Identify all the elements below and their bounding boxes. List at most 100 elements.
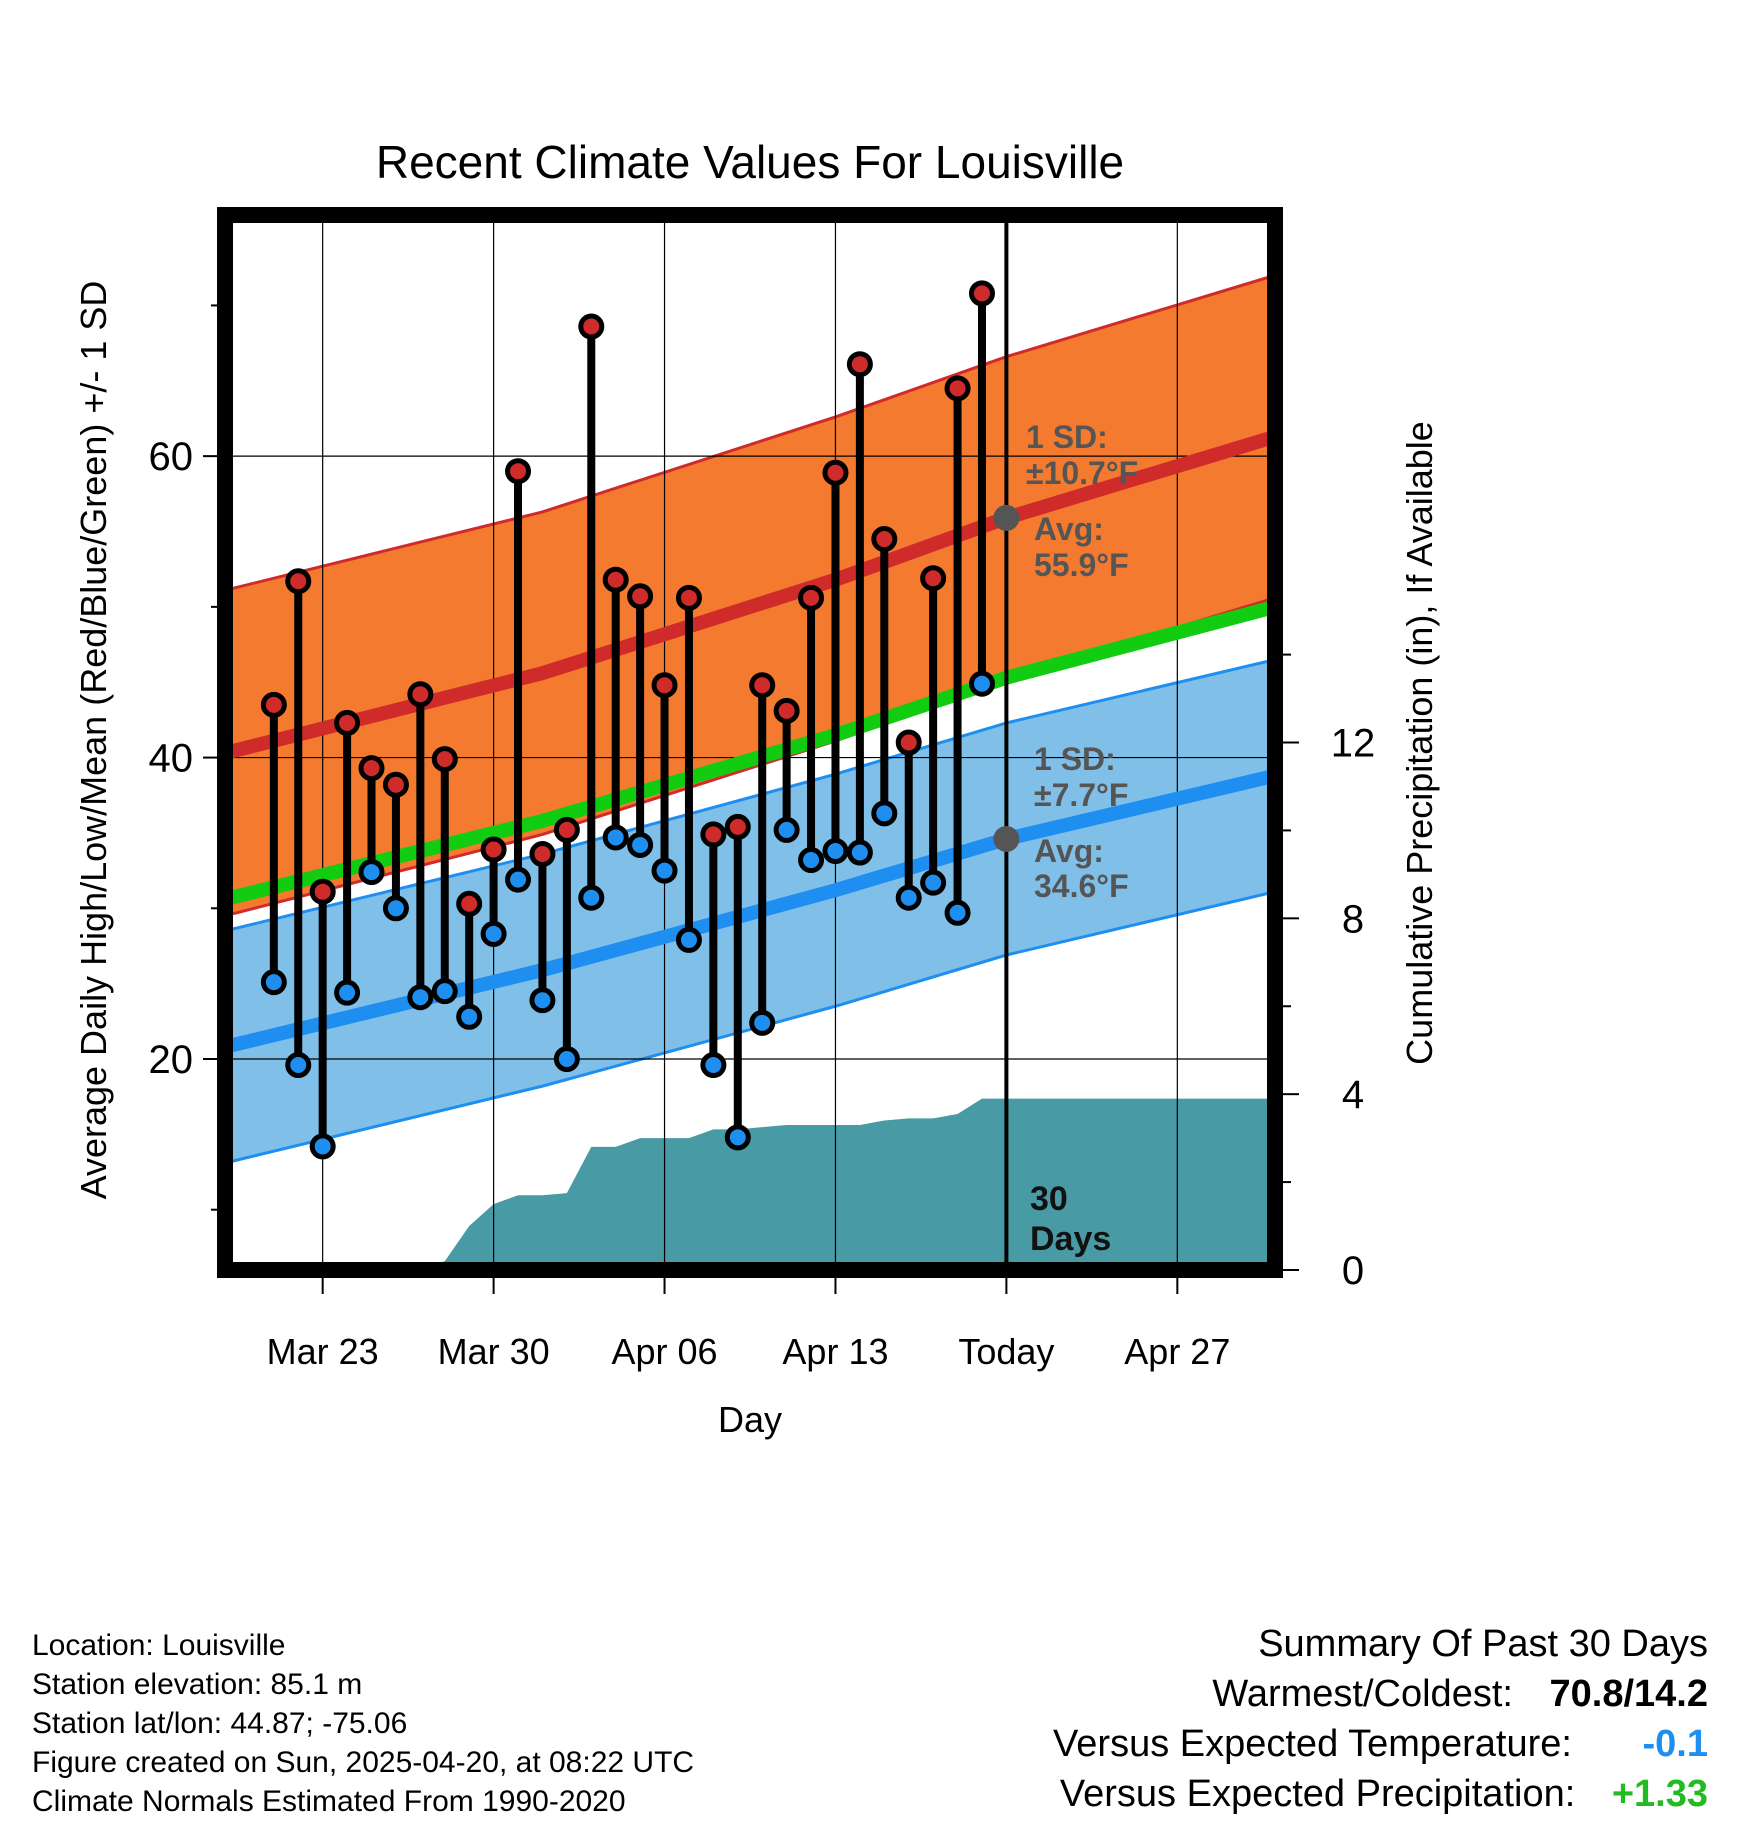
warm-cold-label: Warmest/Coldest: xyxy=(1212,1673,1513,1715)
low-point-13 xyxy=(578,884,605,911)
created-text: Figure created on Sun, 2025-04-20, at 08… xyxy=(32,1746,695,1779)
high-point-27 xyxy=(920,565,947,592)
low-point-29 xyxy=(968,670,995,697)
high-point-4 xyxy=(358,755,385,782)
high-point-15 xyxy=(627,583,654,610)
high-point-14 xyxy=(602,566,629,593)
days-label-line2: Days xyxy=(1030,1220,1111,1258)
x-tick-label-4: Today xyxy=(958,1331,1054,1372)
high-point-10 xyxy=(505,458,532,485)
y2-tick-label-2: 8 xyxy=(1342,897,1364,941)
high-point-7 xyxy=(431,746,458,773)
high-point-6 xyxy=(407,681,434,708)
today-high-avg-dot xyxy=(993,504,1020,531)
low-point-26 xyxy=(895,884,922,911)
high-point-29 xyxy=(968,280,995,307)
daily-marks-layer xyxy=(260,280,995,1160)
x-tick-label-2: Apr 06 xyxy=(611,1331,717,1372)
high-sd-label: 1 SD: xyxy=(1026,419,1108,455)
low-point-21 xyxy=(773,816,800,843)
low-point-8 xyxy=(456,1003,483,1030)
low-point-1 xyxy=(285,1052,312,1079)
high-point-1 xyxy=(285,568,312,595)
high-point-19 xyxy=(724,813,751,840)
precip-label: Versus Expected Precipitation: xyxy=(1059,1773,1576,1815)
low-point-2 xyxy=(309,1133,336,1160)
summary-title: Summary Of Past 30 Days xyxy=(1258,1623,1708,1665)
high-point-24 xyxy=(846,351,873,378)
y2-tick-label-3: 12 xyxy=(1331,722,1376,766)
plot-frame xyxy=(217,207,1283,1278)
frame-layer xyxy=(203,207,1299,1294)
high-point-13 xyxy=(578,313,605,340)
y2-axis-label: Cumulative Precipitation (in), If Availa… xyxy=(1399,421,1440,1065)
x-tick-label-5: Apr 27 xyxy=(1124,1331,1230,1372)
location-text: Location: Louisville xyxy=(32,1629,286,1662)
summary-precip-row: Versus Expected Precipitation: +1.33 xyxy=(1053,1769,1708,1819)
high-point-22 xyxy=(798,584,825,611)
low-sd-value: ±7.7°F xyxy=(1034,777,1128,813)
low-point-12 xyxy=(553,1046,580,1072)
low-sd-label: 1 SD: xyxy=(1034,741,1116,777)
low-point-28 xyxy=(944,899,971,926)
high-point-12 xyxy=(553,816,580,843)
y-tick-label-1: 40 xyxy=(149,737,194,781)
today-low-avg-dot xyxy=(993,825,1020,852)
latlon-text: Station lat/lon: 44.87; -75.06 xyxy=(32,1707,408,1740)
summary-warm-cold-row: Warmest/Coldest: 70.8/14.2 xyxy=(1053,1669,1708,1719)
station-info: Location: Louisville Station elevation: … xyxy=(32,1626,694,1821)
today-layer xyxy=(993,215,1020,1270)
high-point-26 xyxy=(895,729,922,756)
y-axis-label: Average Daily High/Low/Mean (Red/Blue/Gr… xyxy=(73,281,114,1200)
high-point-3 xyxy=(334,709,361,736)
chart-title: Recent Climate Values For Louisville xyxy=(376,136,1124,188)
precip-value: +1.33 xyxy=(1611,1773,1708,1815)
y-tick-label-2: 60 xyxy=(149,435,194,479)
low-point-27 xyxy=(920,869,947,896)
summary-temp-row: Versus Expected Temperature: -0.1 xyxy=(1053,1719,1708,1769)
low-point-9 xyxy=(480,920,507,947)
x-tick-label-0: Mar 23 xyxy=(267,1331,379,1372)
low-point-4 xyxy=(358,859,385,886)
low-avg-value: 34.6°F xyxy=(1034,868,1129,904)
high-point-28 xyxy=(944,375,971,402)
low-point-10 xyxy=(505,866,532,893)
summary-panel: Summary Of Past 30 Days Warmest/Coldest:… xyxy=(1053,1619,1708,1819)
high-point-18 xyxy=(700,821,727,848)
elevation-text: Station elevation: 85.1 m xyxy=(32,1668,363,1701)
high-point-5 xyxy=(382,771,409,798)
y2-tick-label-1: 4 xyxy=(1342,1073,1364,1117)
low-point-22 xyxy=(798,847,825,874)
high-point-21 xyxy=(773,697,800,724)
high-point-8 xyxy=(456,890,483,917)
y2-tick-label-0: 0 xyxy=(1342,1249,1364,1293)
high-sd-value: ±10.7°F xyxy=(1026,455,1138,491)
text-layer: Recent Climate Values For Louisville2040… xyxy=(73,136,1440,1440)
low-point-25 xyxy=(871,800,898,827)
low-point-14 xyxy=(602,824,629,851)
temp-value: -0.1 xyxy=(1642,1723,1708,1765)
x-tick-label-3: Apr 13 xyxy=(782,1331,888,1372)
low-point-24 xyxy=(846,839,873,866)
high-point-9 xyxy=(480,836,507,863)
low-point-7 xyxy=(431,978,458,1005)
precip-area xyxy=(225,1098,1275,1270)
high-avg-value: 55.9°F xyxy=(1034,547,1129,583)
low-point-23 xyxy=(822,838,849,865)
warm-cold-value: 70.8/14.2 xyxy=(1549,1673,1708,1715)
low-point-20 xyxy=(749,1009,776,1036)
low-point-6 xyxy=(407,984,434,1011)
low-point-16 xyxy=(651,857,678,884)
high-avg-label: Avg: xyxy=(1034,511,1104,547)
high-point-11 xyxy=(529,841,556,868)
temp-label: Versus Expected Temperature: xyxy=(1053,1723,1572,1765)
days-label-line1: 30 xyxy=(1030,1180,1068,1218)
normals-text: Climate Normals Estimated From 1990-2020 xyxy=(32,1785,626,1818)
low-point-3 xyxy=(334,979,361,1006)
high-point-23 xyxy=(822,459,849,486)
y-tick-label-0: 20 xyxy=(149,1038,194,1082)
low-avg-label: Avg: xyxy=(1034,833,1104,869)
low-point-5 xyxy=(382,895,409,922)
high-point-16 xyxy=(651,672,678,699)
